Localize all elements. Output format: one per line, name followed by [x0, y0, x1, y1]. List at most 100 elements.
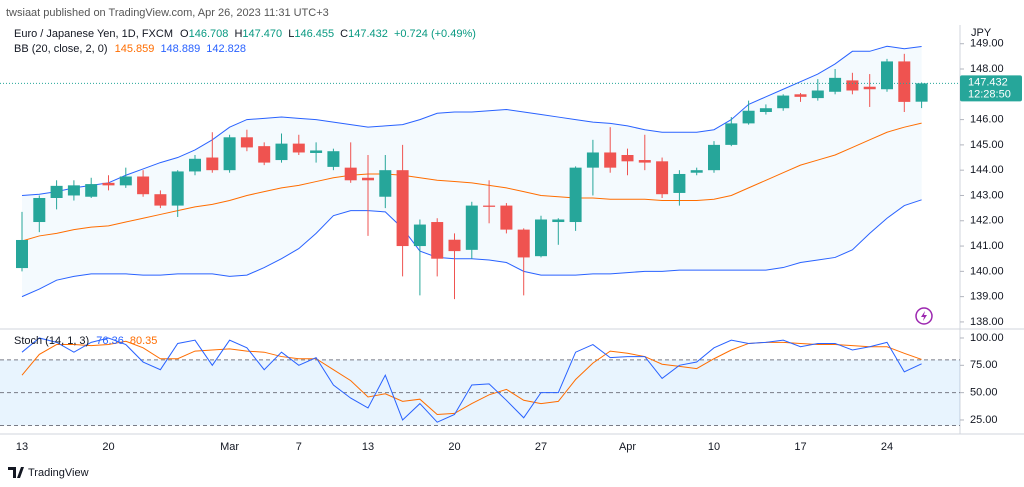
- bb-middle-value: 145.859: [115, 43, 155, 55]
- candle-body: [154, 194, 167, 206]
- symbol-legend: Euro / Japanese Yen, 1D, FXCM O146.708 H…: [14, 28, 476, 40]
- x-tick-label: 27: [535, 441, 547, 453]
- ohlc-letter: L: [288, 28, 294, 40]
- ohlc-value: 147.470: [242, 28, 282, 40]
- stoch-k: [21, 337, 922, 423]
- stoch-d: [21, 340, 922, 416]
- candle-body: [119, 176, 132, 186]
- candle-body: [379, 170, 392, 197]
- logo-mark: [8, 467, 24, 478]
- x-tick-label: 13: [16, 441, 28, 453]
- stoch-y-tick-label: 100.00: [970, 332, 1004, 344]
- y-tick-label: 140.00: [970, 265, 1004, 277]
- candle-body: [50, 185, 63, 198]
- candle-body: [690, 170, 703, 173]
- ohlc-letter: C: [340, 28, 348, 40]
- y-tick-label: 149.00: [970, 38, 1004, 50]
- candle-body: [292, 143, 305, 153]
- bb-lower-value: 142.828: [206, 43, 246, 55]
- candle-body: [708, 144, 720, 171]
- stoch-y-tick-label: 75.00: [970, 359, 998, 371]
- candle-body: [137, 176, 150, 195]
- candle-body: [275, 143, 288, 161]
- currency: JPY: [971, 27, 992, 39]
- plot: [0, 43, 964, 426]
- ohlc-letter: O: [180, 28, 189, 40]
- candle-body: [915, 83, 928, 102]
- candle-body: [863, 86, 876, 90]
- candle-body: [431, 222, 444, 259]
- y-tick-label: 145.00: [970, 139, 1004, 151]
- ohlc-letter: H: [234, 28, 242, 40]
- candle-body: [396, 170, 409, 247]
- candle-body: [517, 229, 530, 258]
- candle-body: [413, 224, 426, 247]
- candle-body: [829, 77, 842, 92]
- x-tick-label: Apr: [619, 441, 636, 453]
- symbol: Euro / Japanese Yen, 1D, FXCM: [14, 28, 173, 40]
- candle-body: [638, 160, 651, 163]
- candle-body: [465, 205, 478, 250]
- candle-body: [569, 167, 582, 223]
- candle-body: [604, 152, 617, 168]
- candle-body: [552, 219, 565, 223]
- y-tick-label: 148.00: [970, 63, 1004, 75]
- candle-body: [898, 61, 911, 102]
- candle-body: [673, 173, 686, 193]
- x-tick-label: 20: [448, 441, 460, 453]
- alert-icon: [915, 307, 933, 325]
- x-tick-label: 7: [296, 441, 302, 453]
- bb-fill: [22, 46, 922, 297]
- y-tick-label: 139.00: [970, 291, 1004, 303]
- candle-body: [794, 94, 807, 97]
- candle-body: [656, 161, 669, 195]
- candle-body: [102, 182, 115, 186]
- y-tick-label: 138.00: [970, 316, 1004, 328]
- candle-body: [881, 61, 893, 90]
- bb-middle: [21, 122, 922, 242]
- icon-bolt: [921, 311, 927, 321]
- candle-body: [327, 151, 340, 167]
- candle-body: [189, 158, 201, 172]
- ohlc-value: 146.708: [189, 28, 229, 40]
- candle-body: [67, 185, 80, 196]
- candle-body: [621, 155, 634, 162]
- brand: TradingView: [28, 467, 89, 479]
- candle-body: [811, 90, 824, 99]
- stoch-k-value: 76.36: [96, 335, 124, 347]
- bb-name: BB (20, close, 2, 0): [14, 43, 108, 55]
- bb-upper-value: 148.889: [160, 43, 200, 55]
- x-tick-label: 13: [362, 441, 374, 453]
- countdown: 12:28:50: [968, 88, 1011, 100]
- candle-body: [240, 137, 253, 148]
- x-tick-label: Mar: [220, 441, 239, 453]
- candle-body: [206, 157, 219, 171]
- change: +0.724 (+0.49%): [394, 28, 476, 40]
- x-tick-label: 20: [102, 441, 114, 453]
- y-tick-label: 143.00: [970, 189, 1004, 201]
- y-tick-label: 141.00: [970, 240, 1004, 252]
- candle-body: [33, 197, 46, 223]
- candle-body: [85, 184, 98, 197]
- candle-body: [500, 205, 513, 230]
- candle-body: [846, 80, 859, 91]
- stoch-legend: Stoch (14, 1, 3) 76.36 80.35: [14, 335, 157, 347]
- ohlc-value: 147.432: [348, 28, 388, 40]
- candle-body: [223, 137, 236, 171]
- last-price-box: [960, 75, 1022, 102]
- candle-body: [777, 95, 790, 109]
- bb-upper: [21, 45, 922, 196]
- y-tick-label: 142.00: [970, 215, 1004, 227]
- candle-body: [344, 167, 357, 181]
- stoch-y-tick-label: 50.00: [970, 387, 998, 399]
- candle-body: [725, 123, 738, 145]
- stoch-y-tick-label: 25.00: [970, 414, 998, 426]
- ohlc-value: 146.455: [294, 28, 334, 40]
- last-price-label: 147.432: [968, 76, 1008, 88]
- bb-legend: BB (20, close, 2, 0) 145.859 148.889 142…: [14, 43, 246, 55]
- y-tick-label: 146.00: [970, 113, 1004, 125]
- candle-body: [171, 171, 184, 206]
- candle-body: [535, 219, 547, 257]
- candle-body: [258, 146, 271, 163]
- icon-ring: [915, 307, 933, 325]
